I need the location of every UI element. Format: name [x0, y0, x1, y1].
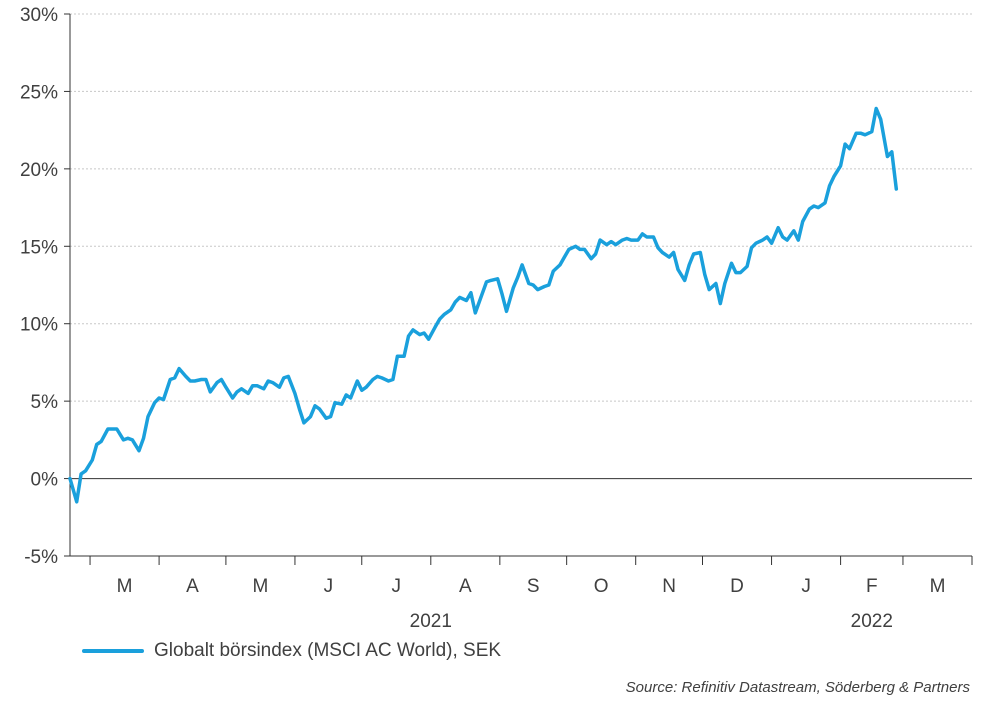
x-axis [70, 478, 973, 565]
y-tick-label: 15% [20, 237, 58, 258]
y-tick-label: 5% [31, 392, 59, 413]
x-month-label: J [801, 576, 811, 597]
series-lines [68, 106, 899, 504]
x-month-label: M [253, 576, 269, 597]
x-year-label: 2022 [851, 611, 893, 632]
y-tick-label: 20% [20, 160, 58, 181]
x-month-label: J [324, 576, 334, 597]
x-month-label: M [930, 576, 946, 597]
y-tick-labels: -5% 0% 5% 10% 15% 20% 25% 30% [20, 5, 58, 568]
x-month-label: S [527, 576, 540, 597]
x-year-labels: 2021 2022 [410, 611, 893, 632]
x-month-label: O [594, 576, 609, 597]
x-month-label: A [186, 576, 199, 597]
legend-label: Globalt börsindex (MSCI AC World), SEK [154, 640, 502, 661]
x-month-label: N [662, 576, 676, 597]
source-note: Source: Refinitiv Datastream, Söderberg … [625, 679, 970, 696]
series-line [68, 106, 899, 504]
y-tick-label: 10% [20, 315, 58, 336]
y-tick-label: 0% [31, 470, 59, 491]
x-month-label: D [730, 576, 744, 597]
x-month-label: A [459, 576, 472, 597]
legend-swatch [82, 649, 144, 653]
y-gridlines [64, 13, 972, 557]
x-month-label: J [392, 576, 402, 597]
y-tick-label: 25% [20, 82, 58, 103]
y-tick-label: 30% [20, 5, 58, 26]
x-month-label: M [117, 576, 133, 597]
y-tick-label: -5% [24, 547, 58, 568]
x-month-label: F [866, 576, 878, 597]
x-year-label: 2021 [410, 611, 452, 632]
legend: Globalt börsindex (MSCI AC World), SEK [82, 640, 501, 662]
